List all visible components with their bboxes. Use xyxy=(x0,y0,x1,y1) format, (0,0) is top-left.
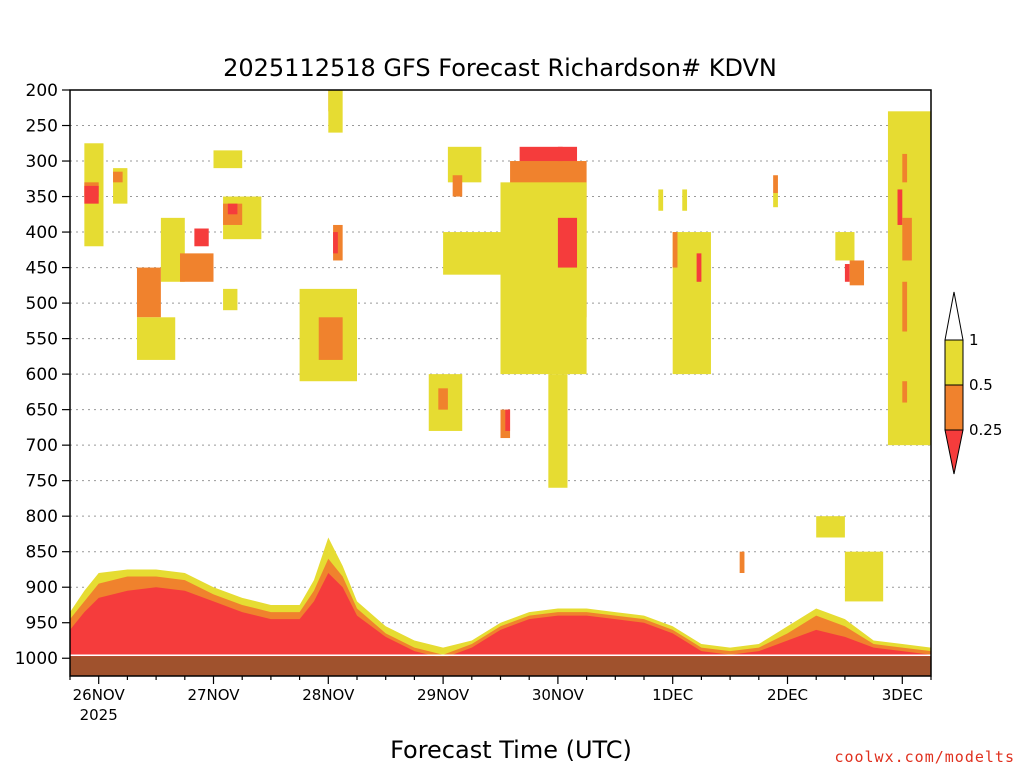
y-tick-label-650: 650 xyxy=(26,401,58,421)
ri-region-14 xyxy=(223,288,238,311)
ri-region-48 xyxy=(902,153,908,183)
y-tick-label-450: 450 xyxy=(26,259,58,279)
ri-region-29 xyxy=(557,217,578,268)
ri-region-39 xyxy=(739,551,745,574)
y-tick-label-850: 850 xyxy=(26,543,58,563)
ri-region-8 xyxy=(180,253,214,282)
ri-region-16 xyxy=(328,90,343,133)
ri-region-38 xyxy=(682,189,688,211)
y-tick-label-900: 900 xyxy=(26,578,58,598)
ri-region-5 xyxy=(160,217,185,282)
y-tick-label-550: 550 xyxy=(26,330,58,350)
y-tick-label-950: 950 xyxy=(26,614,58,634)
y-tick-label-750: 750 xyxy=(26,472,58,492)
ri-region-35 xyxy=(672,232,678,268)
ri-region-20 xyxy=(333,232,338,254)
legend-swatch-orange xyxy=(944,384,964,431)
ri-region-52 xyxy=(902,381,908,403)
x-tick-label-0: 26NOV xyxy=(73,686,126,704)
y-tick-label-350: 350 xyxy=(26,188,58,208)
ri-region-42 xyxy=(835,232,855,261)
x-axis-ticks: 26NOV 2025 27NOV 28NOV 29NOV 30NOV 1DEC 2DEC 3DE… xyxy=(69,676,932,724)
credit-text: coolwx.com/modelts xyxy=(834,748,1015,766)
x-tick-sublabel-0: 2025 xyxy=(80,706,118,724)
ri-region-30 xyxy=(548,374,568,488)
y-tick-label-500: 500 xyxy=(26,294,58,314)
ri-region-45 xyxy=(816,516,845,538)
y-tick-label-200: 200 xyxy=(26,81,58,101)
y-tick-label-700: 700 xyxy=(26,436,58,456)
ri-region-34 xyxy=(672,232,711,375)
ri-region-6 xyxy=(136,267,161,318)
ri-region-25 xyxy=(452,175,463,197)
ri-region-36 xyxy=(696,253,702,282)
ri-region-47 xyxy=(887,111,931,446)
legend-label-0: 1 xyxy=(969,331,979,349)
y-tick-label-600: 600 xyxy=(26,365,58,385)
x-tick-label-7: 3DEC xyxy=(882,686,923,704)
y-tick-label-400: 400 xyxy=(26,223,58,243)
legend-label-1: 0.5 xyxy=(969,376,993,394)
ri-region-18 xyxy=(318,317,343,360)
x-tick-label-4: 30NOV xyxy=(532,686,585,704)
x-tick-label-6: 2DEC xyxy=(767,686,808,704)
chart-title: 2025112518 GFS Forecast Richardson# KDVN xyxy=(223,54,777,82)
ri-region-33 xyxy=(557,146,563,162)
y-tick-label-1000: 1000 xyxy=(15,649,58,669)
y-axis-ticks: 200 250 300 350 400 450 500 550 600 650 700 750 800 8… xyxy=(15,81,70,669)
legend-top-triangle xyxy=(944,291,964,341)
ri-region-44 xyxy=(849,260,865,286)
ri-region-32 xyxy=(505,409,511,431)
bl-band-red xyxy=(70,573,931,659)
x-tick-label-5: 1DEC xyxy=(652,686,693,704)
ri-region-43 xyxy=(844,264,850,282)
y-tick-label-250: 250 xyxy=(26,117,58,137)
legend-label-2: 0.25 xyxy=(969,421,1002,439)
ri-region-40 xyxy=(773,175,778,193)
ri-region-28 xyxy=(500,182,587,375)
ri-region-10 xyxy=(213,150,243,169)
boundary-layer xyxy=(70,537,931,676)
x-tick-label-2: 28NOV xyxy=(302,686,355,704)
x-tick-label-1: 27NOV xyxy=(187,686,240,704)
ri-region-4 xyxy=(113,171,123,183)
ri-region-41 xyxy=(773,192,778,208)
legend-swatch-yellow xyxy=(944,339,964,386)
ri-region-51 xyxy=(902,281,908,332)
ri-region-13 xyxy=(227,203,238,215)
ri-region-46 xyxy=(844,551,884,602)
ri-region-49 xyxy=(897,189,903,225)
ri-region-2 xyxy=(84,185,99,204)
ri-region-22 xyxy=(438,388,448,410)
x-tick-label-3: 29NOV xyxy=(417,686,470,704)
y-tick-label-800: 800 xyxy=(26,507,58,527)
ri-region-9 xyxy=(194,228,209,247)
ri-region-7 xyxy=(136,317,176,360)
ground-strip xyxy=(70,656,931,676)
legend-bottom-triangle xyxy=(944,429,964,475)
ri-region-37 xyxy=(658,189,664,211)
y-tick-label-300: 300 xyxy=(26,152,58,172)
ri-regions xyxy=(84,90,931,602)
x-axis-label: Forecast Time (UTC) xyxy=(390,736,632,764)
ri-region-50 xyxy=(902,217,912,261)
ri-region-19 xyxy=(333,224,343,261)
color-legend: 1 0.5 0.25 xyxy=(944,291,1002,475)
